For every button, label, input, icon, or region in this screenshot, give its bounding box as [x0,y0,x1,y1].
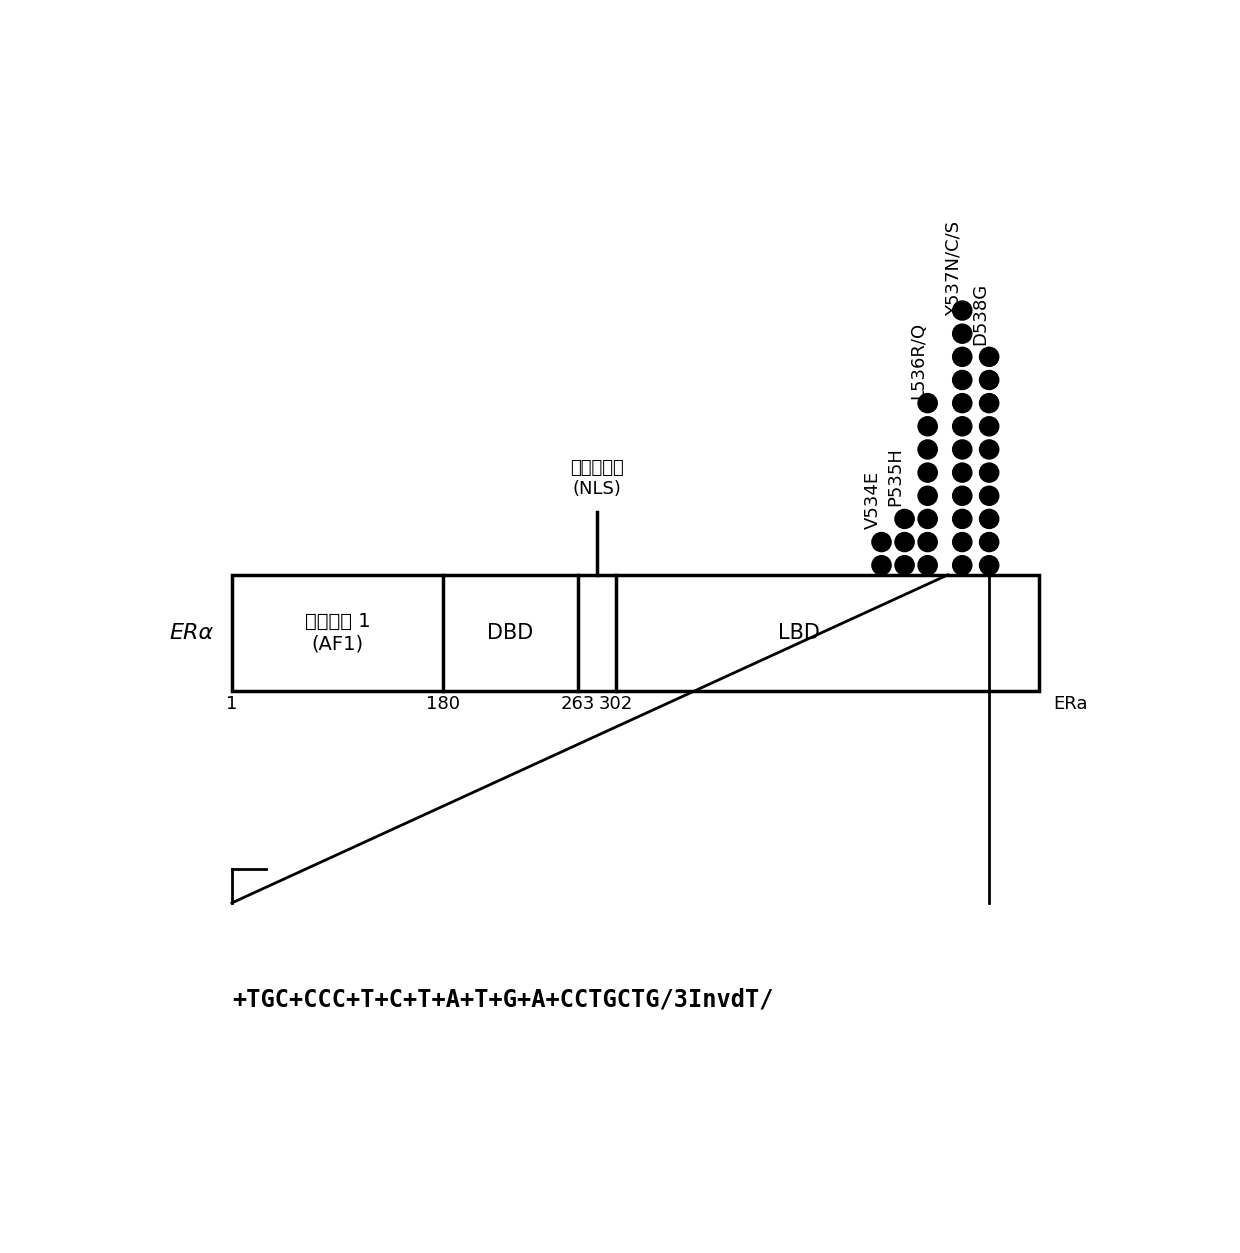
Ellipse shape [980,440,998,459]
Ellipse shape [952,301,972,320]
Ellipse shape [980,371,998,390]
Ellipse shape [895,510,914,529]
Text: 263: 263 [560,695,595,713]
Ellipse shape [918,533,937,551]
Ellipse shape [952,510,972,529]
Ellipse shape [980,510,998,529]
Ellipse shape [895,555,914,575]
Ellipse shape [952,464,972,482]
Ellipse shape [980,347,998,366]
Ellipse shape [952,371,972,390]
Text: 302: 302 [599,695,634,713]
Text: DBD: DBD [487,623,533,643]
Text: 活化功能 1
(AF1): 活化功能 1 (AF1) [305,613,371,653]
Text: 核定位信号
(NLS): 核定位信号 (NLS) [570,459,624,497]
Ellipse shape [918,440,937,459]
Text: 1: 1 [226,695,238,713]
Ellipse shape [952,417,972,436]
Ellipse shape [952,486,972,505]
Ellipse shape [918,486,937,505]
Text: P535H: P535H [887,447,905,506]
Text: +TGC+CCC+T+C+T+A+T+G+A+CCTGCTG/3InvdT/: +TGC+CCC+T+C+T+A+T+G+A+CCTGCTG/3InvdT/ [232,987,774,1011]
Ellipse shape [952,440,972,459]
Text: D538G: D538G [971,283,990,346]
Ellipse shape [918,464,937,482]
Ellipse shape [872,533,892,551]
Bar [232,575,1039,690]
Ellipse shape [980,464,998,482]
Ellipse shape [952,533,972,551]
Ellipse shape [918,510,937,529]
Text: Y537N/C/S: Y537N/C/S [944,221,962,316]
Ellipse shape [895,533,914,551]
Ellipse shape [952,325,972,343]
Ellipse shape [918,393,937,412]
Ellipse shape [952,555,972,575]
Ellipse shape [980,486,998,505]
Text: 180: 180 [427,695,460,713]
Text: LBD: LBD [777,623,820,643]
Text: V534E: V534E [863,471,882,529]
Ellipse shape [872,555,892,575]
Ellipse shape [952,347,972,366]
Text: ERα: ERα [170,623,213,643]
Ellipse shape [918,417,937,436]
Ellipse shape [952,393,972,412]
Ellipse shape [980,393,998,412]
Text: L536R/Q: L536R/Q [910,322,928,400]
Ellipse shape [918,555,937,575]
Text: ERa: ERa [1054,695,1087,713]
Ellipse shape [980,555,998,575]
Ellipse shape [980,417,998,436]
Ellipse shape [980,533,998,551]
